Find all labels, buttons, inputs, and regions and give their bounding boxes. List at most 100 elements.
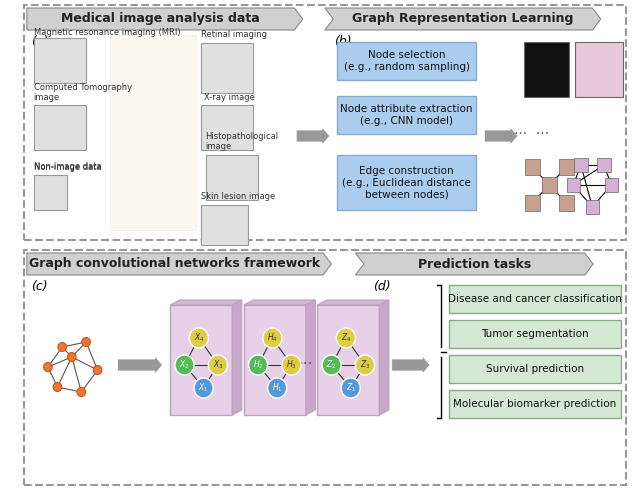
Text: $Z_2$: $Z_2$ [326, 359, 337, 371]
Bar [574, 158, 588, 172]
Text: ...  ...: ... ... [514, 123, 548, 137]
Polygon shape [232, 300, 242, 415]
Text: Retinal imaging: Retinal imaging [201, 30, 267, 39]
Polygon shape [27, 253, 332, 275]
Circle shape [209, 355, 227, 375]
FancyArrow shape [118, 356, 163, 374]
Circle shape [189, 328, 209, 348]
FancyArrow shape [392, 356, 430, 374]
Text: Survival prediction: Survival prediction [486, 364, 584, 374]
Circle shape [248, 355, 268, 375]
Text: $Z_3$: $Z_3$ [360, 359, 370, 371]
Bar [33, 38, 86, 83]
Text: Graph convolutional networks framework: Graph convolutional networks framework [29, 258, 321, 270]
Circle shape [58, 343, 67, 351]
Bar [449, 390, 621, 418]
Bar [33, 175, 67, 210]
Circle shape [322, 355, 341, 375]
Text: Graph Representation Learning: Graph Representation Learning [352, 13, 573, 25]
Text: $Z_4$: $Z_4$ [340, 332, 351, 344]
Circle shape [67, 352, 76, 362]
Polygon shape [306, 300, 316, 415]
Polygon shape [380, 300, 389, 415]
Bar [559, 159, 574, 175]
Text: $H_3$: $H_3$ [286, 359, 297, 371]
Text: Node selection
(e.g., random sampling): Node selection (e.g., random sampling) [344, 50, 470, 72]
Circle shape [263, 328, 282, 348]
Polygon shape [325, 8, 601, 30]
Circle shape [44, 363, 52, 371]
Circle shape [355, 355, 374, 375]
Bar [317, 305, 380, 415]
Text: $H_1$: $H_1$ [272, 382, 282, 394]
Text: $X_1$: $X_1$ [198, 382, 209, 394]
Polygon shape [317, 300, 389, 305]
Circle shape [268, 378, 287, 398]
Text: X-ray image: X-ray image [204, 93, 255, 102]
Polygon shape [244, 300, 316, 305]
Bar [33, 105, 86, 150]
Text: Non-image data: Non-image data [33, 163, 101, 172]
Text: Edge construction
(e.g., Euclidean distance
between nodes): Edge construction (e.g., Euclidean dista… [342, 166, 471, 199]
Bar [337, 42, 476, 80]
Text: $Z_1$: $Z_1$ [346, 382, 356, 394]
Polygon shape [355, 253, 593, 275]
Text: Skin lesion image: Skin lesion image [201, 192, 275, 201]
Bar [24, 5, 626, 240]
Text: ...: ... [298, 352, 313, 368]
Bar [586, 200, 599, 214]
Bar [449, 285, 621, 313]
Polygon shape [170, 300, 242, 305]
Text: Magnetic resonance imaging (MRI): Magnetic resonance imaging (MRI) [33, 28, 180, 37]
Text: (a): (a) [31, 35, 48, 48]
Bar [541, 177, 557, 193]
Bar [525, 195, 540, 211]
Bar [559, 195, 574, 211]
Bar [524, 42, 570, 97]
Text: (d): (d) [372, 280, 390, 293]
Circle shape [82, 338, 90, 346]
FancyArrow shape [296, 127, 330, 145]
Text: (b): (b) [335, 35, 352, 48]
Text: $X_2$: $X_2$ [179, 359, 189, 371]
Text: Node attribute extraction
(e.g., CNN model): Node attribute extraction (e.g., CNN mod… [340, 104, 473, 126]
Text: Molecular biomarker prediction: Molecular biomarker prediction [453, 399, 617, 409]
Bar [597, 158, 611, 172]
Text: Computed Tomography
image: Computed Tomography image [33, 83, 132, 102]
Circle shape [341, 378, 360, 398]
Circle shape [194, 378, 213, 398]
Circle shape [337, 328, 355, 348]
Circle shape [53, 383, 61, 392]
Text: $X_4$: $X_4$ [193, 332, 204, 344]
Bar [525, 159, 540, 175]
Polygon shape [27, 8, 303, 30]
Text: Medical image analysis data: Medical image analysis data [61, 13, 260, 25]
Text: Non-image data: Non-image data [33, 162, 101, 171]
Bar [24, 250, 626, 485]
Bar [244, 305, 306, 415]
FancyArrow shape [484, 127, 518, 145]
Text: $H_2$: $H_2$ [253, 359, 263, 371]
Bar [201, 105, 253, 150]
Circle shape [175, 355, 194, 375]
Bar [605, 178, 618, 192]
Circle shape [77, 388, 86, 396]
Bar [201, 43, 253, 93]
Bar [337, 96, 476, 134]
Circle shape [93, 366, 102, 374]
Circle shape [282, 355, 301, 375]
Text: Tumor segmentation: Tumor segmentation [481, 329, 589, 339]
Text: $H_4$: $H_4$ [267, 332, 278, 344]
Bar [337, 155, 476, 210]
Bar [201, 205, 248, 245]
Bar [575, 42, 623, 97]
Bar [110, 35, 196, 230]
Bar [449, 320, 621, 348]
Bar [205, 155, 258, 200]
Text: Prediction tasks: Prediction tasks [418, 258, 531, 270]
Bar [449, 355, 621, 383]
Text: $X_3$: $X_3$ [212, 359, 223, 371]
Text: Disease and cancer classification: Disease and cancer classification [448, 294, 622, 304]
Bar [566, 178, 580, 192]
Text: (c): (c) [31, 280, 47, 293]
